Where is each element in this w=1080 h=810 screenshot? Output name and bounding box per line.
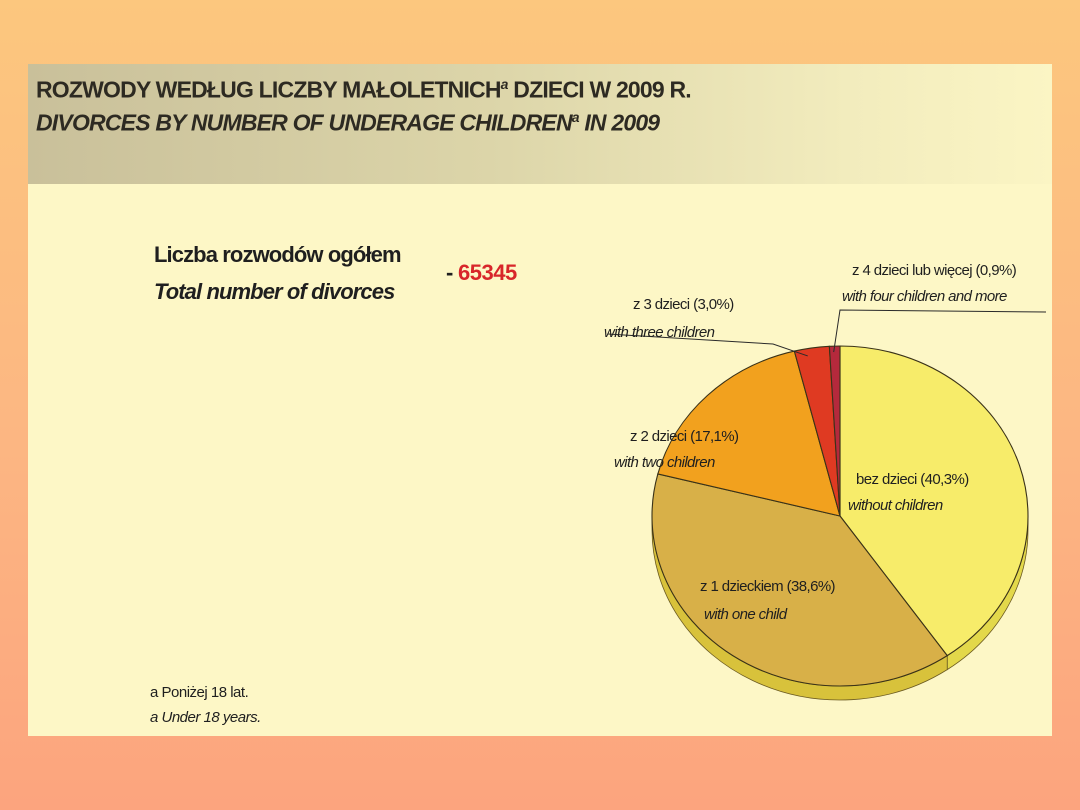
footnote-polish: a Poniżej 18 lat. <box>150 684 249 701</box>
pie-slices <box>651 345 1029 687</box>
total-label-polish: Liczba rozwodów ogółem <box>154 242 402 267</box>
title-header: ROZWODY WEDŁUG LICZBY MAŁOLETNICHa DZIEC… <box>28 64 1052 184</box>
total-value: 65345 <box>458 260 517 285</box>
pie-chart: bez dzieci (40,3%) without children z 1 dz… <box>604 262 1047 701</box>
slice-label-pl-four-plus-children: z 4 dzieci lub więcej (0,9%) <box>852 262 1017 279</box>
pie-slice-without-children <box>839 345 1029 657</box>
chart-panel: ROZWODY WEDŁUG LICZBY MAŁOLETNICHa DZIEC… <box>28 64 1052 736</box>
slice-label-en-three-children: with three children <box>604 324 715 341</box>
slice-label-pl-three-children: z 3 dzieci (3,0%) <box>633 296 734 313</box>
leader-line-four-children <box>833 309 1047 353</box>
slice-label-en-four-plus-children: with four children and more <box>842 288 1007 305</box>
total-dash: - <box>446 260 454 285</box>
slice-label-en-without-children: without children <box>848 497 943 514</box>
total-label-english: Total number of divorces <box>154 279 395 304</box>
leader-line-three-children <box>607 333 808 357</box>
slice-label-pl-one-child: z 1 dzieckiem (38,6%) <box>700 578 836 595</box>
slice-label-pl-two-children: z 2 dzieci (17,1%) <box>630 428 739 445</box>
pie-labels: bez dzieci (40,3%) without children z 1 dz… <box>604 262 1017 623</box>
slice-label-en-two-children: with two children <box>614 454 715 471</box>
title-polish: ROZWODY WEDŁUG LICZBY MAŁOLETNICHa DZIEC… <box>36 76 692 103</box>
title-english: DIVORCES BY NUMBER OF UNDERAGE CHILDRENa… <box>36 109 660 136</box>
pie-slice-one-child <box>651 473 949 687</box>
slice-label-en-one-child: with one child <box>704 606 788 623</box>
pie-leader-lines <box>607 309 1047 357</box>
pie-slice-two-children <box>657 350 841 517</box>
slice-label-pl-without-children: bez dzieci (40,3%) <box>856 471 969 488</box>
footnote-english: a Under 18 years. <box>150 709 261 726</box>
